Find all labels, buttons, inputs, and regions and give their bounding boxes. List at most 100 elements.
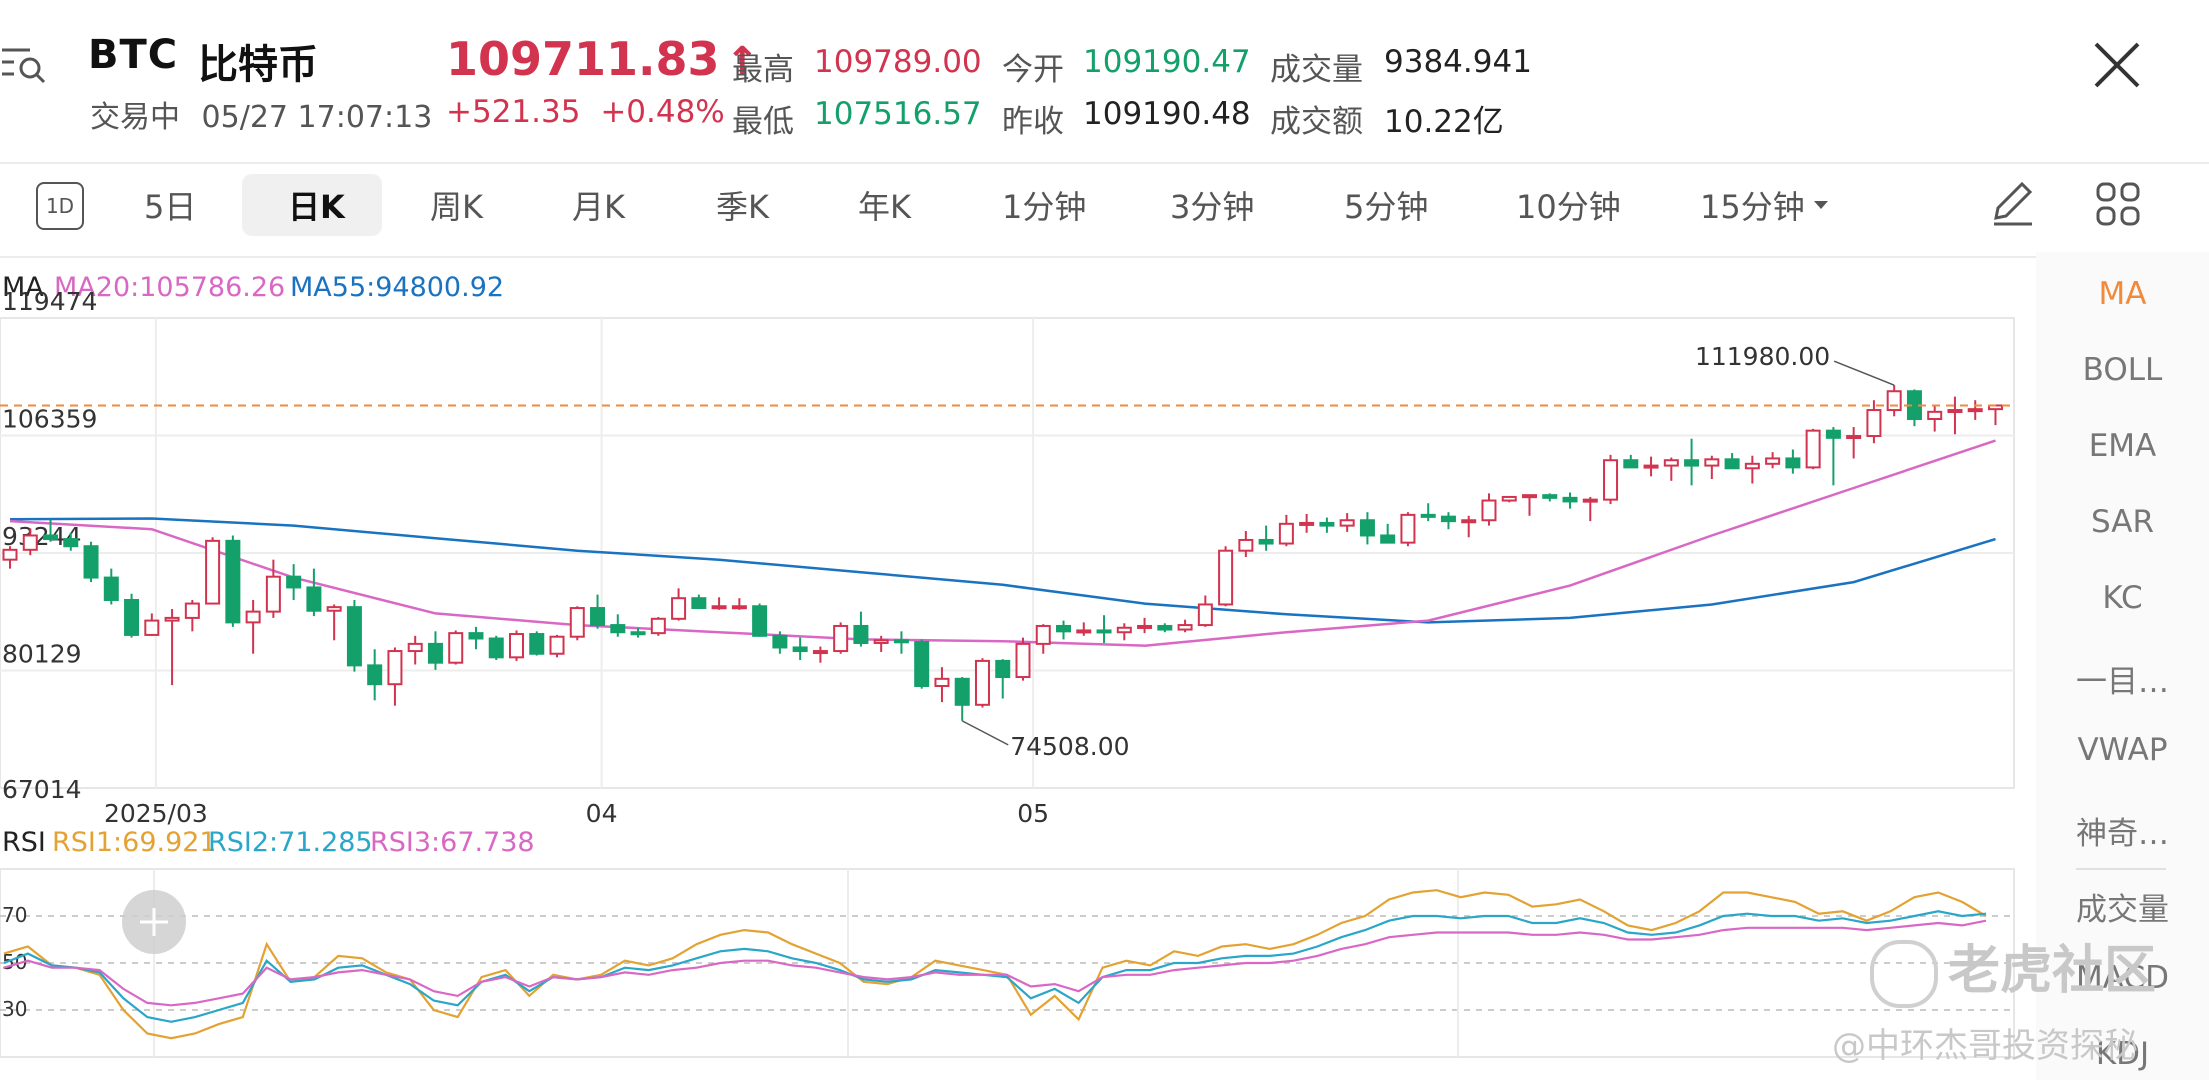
price-chart[interactable]: MA MA20:105786.26 MA55:94800.92 119474 10… — [0, 258, 2036, 848]
high-label: 最高 — [732, 52, 794, 88]
candle-body — [1522, 494, 1537, 499]
interval-1d-icon[interactable]: 1D — [36, 182, 84, 230]
side-item-3[interactable]: SAR — [2091, 504, 2154, 540]
side-item-2[interactable]: EMA — [2088, 428, 2157, 464]
y-tick-label: 106359 — [2, 405, 97, 434]
candle-body — [934, 677, 950, 687]
candle-body — [2, 548, 18, 561]
tab-2[interactable]: 周K — [430, 188, 483, 226]
indicator-side-panel — [2036, 252, 2209, 1080]
toolbar-divider — [0, 256, 2209, 258]
ma20-legend: MA20:105786.26 — [54, 272, 285, 303]
candle-body — [1218, 549, 1234, 606]
candle-body — [124, 598, 140, 636]
tab-8[interactable]: 5分钟 — [1344, 188, 1429, 226]
rsi1-legend: RSI1:69.921 — [52, 827, 217, 858]
close-icon — [2094, 42, 2140, 88]
turnover-value: 10.22亿 — [1384, 104, 1504, 140]
candle-body — [833, 624, 849, 653]
ma55-legend: MA55:94800.92 — [290, 272, 504, 303]
caret-down-icon[interactable] — [1812, 196, 1830, 215]
candle-body — [995, 659, 1011, 679]
tab-10[interactable]: 15分钟 — [1700, 188, 1805, 226]
side-item-8[interactable]: 成交量 — [2076, 892, 2169, 928]
low-marker-line — [961, 720, 1009, 746]
candle-body — [1663, 459, 1679, 467]
candle-body — [1805, 429, 1821, 469]
candle-body — [1380, 534, 1396, 544]
active-tab-background — [242, 174, 382, 236]
candle-body — [853, 624, 869, 644]
x-tick-label: 2025/03 — [104, 799, 208, 828]
candle-body — [1582, 498, 1598, 503]
low-label: 最低 — [732, 104, 794, 140]
side-item-0[interactable]: MA — [2098, 276, 2147, 312]
candle-body — [63, 538, 79, 548]
candle-body — [711, 605, 727, 610]
low-marker-label: 74508.00 — [1010, 732, 1129, 761]
tab-6[interactable]: 1分钟 — [1002, 188, 1087, 226]
side-item-10[interactable]: KDJ — [2095, 1036, 2150, 1072]
y-tick-label: 80129 — [2, 640, 82, 669]
rsi-line-1 — [3, 889, 1987, 1040]
candle-body — [1319, 521, 1335, 527]
candle-body — [22, 534, 38, 551]
candle-body — [630, 631, 646, 636]
close-button[interactable] — [2086, 34, 2148, 96]
menu-search-icon[interactable] — [0, 40, 48, 88]
side-item-6[interactable]: VWAP — [2077, 732, 2168, 768]
candle-body — [1197, 603, 1213, 627]
tab-4[interactable]: 季K — [716, 188, 769, 226]
candle-body — [893, 639, 909, 644]
candle-body — [752, 605, 768, 637]
candle-body — [448, 632, 464, 664]
side-item-1[interactable]: BOLL — [2082, 352, 2163, 388]
volume-label: 成交量 — [1270, 52, 1363, 88]
candle-body — [205, 539, 221, 605]
candle-body — [1137, 624, 1153, 629]
candle-body — [772, 634, 788, 649]
candle-body — [914, 641, 930, 687]
open-value: 109190.47 — [1083, 44, 1251, 80]
side-item-4[interactable]: KC — [2102, 580, 2143, 616]
candle-body — [144, 619, 160, 636]
candle-body — [346, 606, 362, 667]
candle-body — [1015, 642, 1031, 679]
candle-body — [103, 576, 119, 601]
tab-5[interactable]: 年K — [858, 188, 911, 226]
quote-time: 05/27 17:07:13 — [201, 100, 433, 135]
candle-body — [1339, 519, 1355, 527]
tab-1[interactable]: 日K — [288, 188, 345, 226]
y-tick-label: 67014 — [2, 775, 82, 804]
side-item-7[interactable]: 神奇… — [2076, 816, 2169, 852]
candle-body — [83, 545, 99, 579]
ma-legend-label: MA — [2, 272, 44, 303]
tab-0[interactable]: 5日 — [144, 188, 197, 226]
grid-icon[interactable] — [2094, 180, 2142, 232]
tab-7[interactable]: 3分钟 — [1170, 188, 1255, 226]
candle-body — [225, 539, 241, 624]
candle-body — [1765, 457, 1781, 465]
candle-body — [306, 586, 322, 612]
tab-3[interactable]: 月K — [572, 188, 625, 226]
candle-body — [610, 624, 626, 634]
watermark-author: @中环杰哥投资探秘 — [1832, 1026, 2138, 1066]
candle-body — [1501, 495, 1517, 502]
tab-9[interactable]: 10分钟 — [1516, 188, 1621, 226]
candle-body — [1177, 624, 1193, 631]
side-item-9[interactable]: MACD — [2076, 960, 2169, 996]
candle-body — [792, 646, 808, 653]
candle-body — [1846, 435, 1862, 440]
rsi-chart[interactable]: RSI RSI1:69.921 RSI2:71.285 RSI3:67.738 … — [0, 825, 2036, 1080]
volume-value: 9384.941 — [1384, 44, 1532, 80]
rsi-line-3 — [3, 919, 1987, 1007]
pencil-icon[interactable] — [1986, 178, 2038, 234]
candle-body — [974, 659, 990, 706]
side-item-5[interactable]: 一目… — [2076, 664, 2169, 700]
candle-body — [245, 610, 261, 624]
prev-close-label: 昨收 — [1002, 104, 1064, 140]
add-indicator-button[interactable] — [122, 890, 186, 954]
open-label: 今开 — [1002, 52, 1064, 88]
candle-body — [1076, 629, 1092, 634]
candle-body — [1278, 522, 1294, 545]
